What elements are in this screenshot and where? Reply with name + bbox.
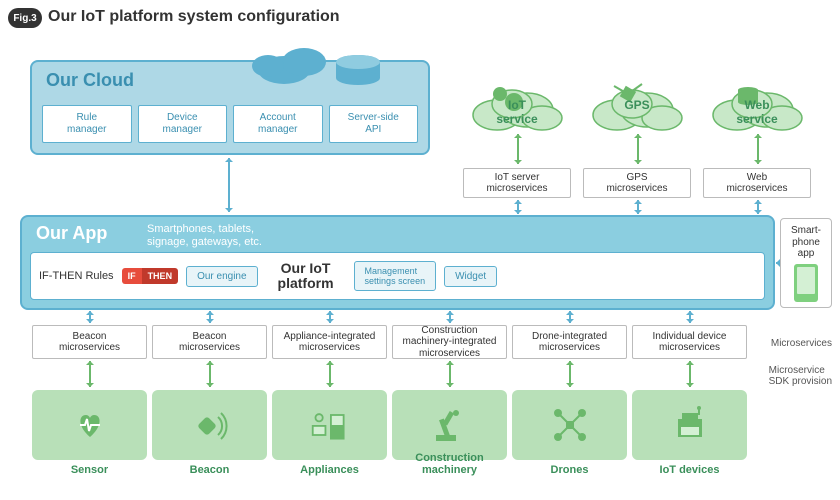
arrow-svc-cloud-ms-2 [757,134,759,164]
arrow-ms-dev-5 [689,361,691,387]
phone-l2: phone [781,237,831,249]
bottom-ms-5: Individual devicemicroservices [632,325,747,359]
arrow-app-ms-4 [569,311,571,323]
widget-pill: Widget [444,266,497,287]
device-label-0: Sensor [32,464,147,476]
bottom-ms-1: Beaconmicroservices [152,325,267,359]
our-cloud-title: Our Cloud [46,70,134,91]
phone-l1: Smart- [781,225,831,237]
drone-icon [550,405,590,445]
our-app-inner: IF-THEN Rules IF THEN Our engine Our IoT… [30,252,765,300]
device-heart: Sensor [32,390,147,460]
cloud-item-2: Accountmanager [233,105,323,143]
smartphone-app-box: Smart- phone app [780,218,832,308]
our-app-box: Our App Smartphones, tablets,signage, ga… [20,215,775,310]
arrow-ms-dev-0 [89,361,91,387]
bottom-ms-4: Drone-integratedmicroservices [512,325,627,359]
device-label-4: Drones [512,464,627,476]
arrow-ms-dev-3 [449,361,451,387]
our-app-title: Our App [36,223,107,244]
service-cloud-0: IoT service [462,80,572,130]
smartphone-icon [794,264,818,302]
arrow-svc-cloud-ms-0 [517,134,519,164]
our-cloud-box: Our Cloud RulemanagerDevicemanagerAccoun… [30,60,430,155]
arrow-ms-dev-2 [329,361,331,387]
arm-icon [430,405,470,445]
then-chip: THEN [142,268,179,284]
cloud-item-3: Server-sideAPI [329,105,419,143]
service-ms-1: GPSmicroservices [583,168,691,198]
device-printer: IoT devices [632,390,747,460]
if-then-label: IF-THEN Rules [39,270,114,282]
bottom-ms-2: Appliance-integratedmicroservices [272,325,387,359]
figure-title: Our IoT platform system configuration [48,8,340,26]
service-ms-0: IoT servermicroservices [463,168,571,198]
arrow-svc-cloud-ms-1 [637,134,639,164]
arrow-svc-ms-app-2 [757,200,759,214]
printer-icon [670,405,710,445]
arrow-app-ms-1 [209,311,211,323]
side-label-sdk: MicroserviceSDK provision [769,365,832,387]
device-label-2: Appliances [272,464,387,476]
arrow-cloud-app [228,158,230,212]
service-ms-2: Webmicroservices [703,168,811,198]
platform-label: Our IoTplatform [266,261,346,292]
arrow-app-ms-3 [449,311,451,323]
device-drone: Drones [512,390,627,460]
engine-pill: Our engine [186,266,257,287]
side-label-ms: Microservices [771,338,832,349]
figure-badge: Fig.3 [8,8,42,28]
diagram-canvas: Fig.3 Our IoT platform system configurat… [0,0,840,500]
beacon-icon [190,405,230,445]
our-app-subtitle: Smartphones, tablets,signage, gateways, … [147,223,262,249]
arrow-ms-dev-4 [569,361,571,387]
cloud-item-1: Devicemanager [138,105,228,143]
device-label-1: Beacon [152,464,267,476]
service-cloud-2: Web service [702,80,812,130]
device-arm: Constructionmachinery [392,390,507,460]
cloud-item-0: Rulemanager [42,105,132,143]
device-label-5: IoT devices [632,464,747,476]
device-appliances: Appliances [272,390,387,460]
cloud-db-icon [248,42,398,90]
arrow-app-ms-0 [89,311,91,323]
arrow-svc-ms-app-0 [517,200,519,214]
arrow-ms-dev-1 [209,361,211,387]
heart-icon [70,405,110,445]
device-beacon: Beacon [152,390,267,460]
service-cloud-1: GPS [582,80,692,130]
appliances-icon [310,405,350,445]
mgmt-pill: Managementsettings screen [354,261,437,291]
if-then-chip: IF THEN [122,268,179,284]
bottom-ms-3: Constructionmachinery-integratedmicroser… [392,325,507,359]
arrow-app-ms-5 [689,311,691,323]
if-chip: IF [122,268,142,284]
bottom-ms-0: Beaconmicroservices [32,325,147,359]
device-label-3: Constructionmachinery [392,452,507,476]
cloud-items-row: RulemanagerDevicemanagerAccountmanagerSe… [42,105,418,143]
arrow-svc-ms-app-1 [637,200,639,214]
arrow-app-ms-2 [329,311,331,323]
phone-l3: app [781,248,831,260]
